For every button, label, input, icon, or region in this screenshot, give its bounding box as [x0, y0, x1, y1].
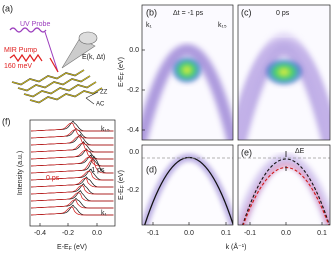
band-hotspot [264, 58, 304, 86]
edc-curve-red [30, 199, 114, 209]
edc-curve-red [30, 143, 114, 153]
uv-label: UV Probe [20, 21, 50, 28]
label-main: E-E [118, 75, 125, 87]
delay-label: -1 ps [89, 167, 105, 174]
edc-curve-red [30, 156, 114, 167]
uv-beam [9, 27, 47, 33]
k-label: k₁ [146, 22, 153, 29]
band-image [238, 154, 330, 225]
y-tick-label: 0.0 [129, 47, 139, 54]
y-tick-label: -0.4 [127, 127, 139, 134]
probe-line [44, 31, 59, 73]
k-label: k₁ [101, 210, 108, 217]
y-axis-label: E-EF (eV) [118, 170, 126, 200]
x-tick-label: -0.2 [62, 230, 74, 237]
x-axis-label: E-EF (eV) [57, 244, 87, 252]
x-axis-label: k (Å⁻¹) [226, 242, 247, 251]
panel-label: (c) [241, 7, 252, 17]
x-tick-label: -0.1 [244, 230, 256, 237]
edc-curve-red [30, 206, 114, 216]
x-tick-label: -0.4 [34, 230, 46, 237]
label-unit: (eV) [72, 244, 87, 251]
mir-label: MIR Pump [4, 47, 37, 54]
label-sub: F [69, 246, 72, 252]
label-sub: F [120, 72, 126, 75]
edc-curve-red [30, 185, 114, 195]
edc-curve [30, 176, 114, 188]
panel-e: (e) ΔE -0.1 0.0 0.1 [237, 144, 331, 237]
edc-curve [30, 148, 114, 160]
x-tick-label: 0.0 [92, 230, 102, 237]
frame [237, 144, 331, 226]
edc-curve-red [30, 149, 114, 160]
panel-label: (e) [241, 147, 252, 157]
label-unit: (eV) [118, 57, 125, 72]
panel-label: (f) [2, 116, 11, 126]
lattice-row-hl [29, 87, 103, 103]
edc-curve-red [30, 170, 114, 181]
lattice-row-hl [17, 75, 91, 91]
y-axis-label: Intensity (a.u.) [17, 151, 24, 195]
axis-arrow [85, 97, 95, 105]
edc-curve [30, 134, 114, 146]
k-label: k₁₅ [218, 22, 227, 29]
x-tick-label: 0.1 [221, 230, 231, 237]
panel-label: (b) [146, 7, 157, 17]
gap-label: ΔE [295, 148, 305, 155]
panel-d: (d) 0.0 -0.2 -0.1 0.0 0.1 k (Å⁻¹) E-EF (… [118, 144, 247, 251]
lattice-row [11, 69, 85, 86]
x-tick-label: 0.0 [184, 230, 194, 237]
energy-label: 160 meV [4, 63, 32, 70]
band-image [238, 32, 330, 140]
frame [29, 119, 116, 227]
lattice [11, 69, 103, 104]
label-unit: (eV) [118, 170, 125, 185]
edc-curve [30, 197, 114, 209]
y-tick-label: -0.2 [127, 187, 139, 194]
panel-label: (a) [2, 3, 13, 13]
panel-f: (f) k₁₅ k₁ 0 ps -1 ps -0.4 -0.2 0.0 E-EF… [2, 116, 116, 252]
edc-curve [30, 141, 114, 153]
edc-curve-red [30, 129, 114, 139]
delay-label: 0 ps [276, 10, 290, 17]
edc-curve-red [30, 136, 114, 146]
x-tick-label: -0.1 [147, 230, 159, 237]
y-axis-label: E-EF (eV) [118, 57, 126, 87]
x-tick-label: 0.1 [317, 230, 327, 237]
fit-curve [242, 158, 330, 225]
y-tick-label: 0.0 [129, 149, 139, 156]
ac-label: AC [96, 102, 105, 108]
k-label: k₁₅ [101, 126, 110, 133]
frame [141, 4, 234, 141]
lattice-row-hl [11, 69, 85, 85]
band-hotspot [171, 56, 203, 84]
detector [78, 31, 98, 45]
delay-label: Δt = -1 ps [173, 10, 204, 17]
mir-beam [9, 53, 43, 63]
lattice-row-hl [23, 81, 97, 97]
zz-label: ZZ [100, 90, 108, 96]
panel-a: (a) UV Probe MIR Pump 160 meV E(k, Δt) Z… [2, 3, 108, 107]
y-tick-label: -0.2 [127, 87, 139, 94]
edc-curve-red [30, 159, 114, 174]
edc-curve-red [30, 177, 114, 188]
pump-line [49, 57, 59, 73]
frame [237, 4, 331, 141]
x-tick-label: 0.0 [281, 230, 291, 237]
label-main: E-E [118, 188, 125, 200]
panel-label: (d) [146, 164, 157, 174]
panel-c: (c) 0 ps [237, 4, 331, 141]
edc-curve-red [30, 192, 114, 202]
edc-curves [30, 120, 114, 216]
frame [141, 144, 234, 226]
panel-b: (b) Δt = -1 ps k₁ k₁₅ 0.0 -0.2 -0.4 E-EF… [118, 4, 234, 141]
band-image [142, 44, 233, 140]
detector-label: E(k, Δt) [82, 54, 105, 61]
label-sub: F [120, 185, 126, 188]
label-main: E-E [57, 244, 69, 251]
delay-label: 0 ps [46, 175, 60, 182]
edc-curve-red [30, 122, 114, 132]
axis-arrow [85, 91, 99, 99]
